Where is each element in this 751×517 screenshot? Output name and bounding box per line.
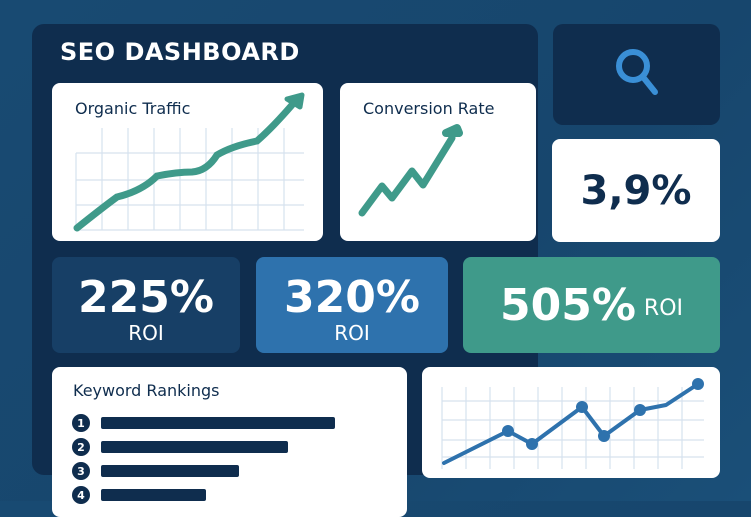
organic-traffic-card: Organic Traffic — [52, 83, 323, 241]
keyword-row: 3 — [72, 459, 372, 483]
arrow-head-icon — [284, 92, 305, 110]
keyword-rankings-card: Keyword Rankings 1 2 3 4 — [52, 367, 407, 517]
conversion-rate-chart — [358, 124, 463, 217]
roi-card-2: 320% ROI — [256, 257, 448, 353]
keyword-rankings-title: Keyword Rankings — [73, 381, 220, 400]
organic-traffic-title: Organic Traffic — [75, 99, 191, 118]
roi-card-3: 505% ROI — [463, 257, 720, 353]
page-title: SEO DASHBOARD — [60, 38, 300, 66]
organic-traffic-line — [73, 101, 296, 232]
trend-point — [526, 438, 538, 450]
roi-value: 505% — [499, 279, 636, 331]
roi-value: 225% — [78, 272, 214, 323]
trend-line — [442, 382, 700, 465]
search-icon — [616, 49, 658, 95]
trend-point — [634, 404, 646, 416]
rank-badge: 1 — [72, 414, 90, 432]
rank-badge: 4 — [72, 486, 90, 504]
keyword-row: 1 — [72, 411, 372, 435]
trend-point — [576, 401, 588, 413]
conversion-rate-title: Conversion Rate — [363, 99, 495, 118]
roi-label: ROI — [334, 321, 370, 345]
arrow-head-icon — [442, 124, 463, 137]
trend-point — [692, 378, 704, 390]
rank-bar — [101, 489, 207, 501]
search-button[interactable] — [553, 24, 720, 125]
rank-bar — [101, 441, 289, 453]
rank-bar — [101, 465, 240, 477]
trend-chart — [441, 378, 704, 469]
roi-label: ROI — [643, 295, 684, 321]
roi-label: ROI — [128, 321, 164, 345]
trend-point — [502, 425, 514, 437]
stat-card: 3,9% — [552, 139, 720, 242]
keyword-row: 2 — [72, 435, 372, 459]
organic-traffic-chart — [73, 92, 305, 232]
roi-card-1: 225% ROI — [52, 257, 240, 353]
rank-badge: 3 — [72, 462, 90, 480]
trend-point — [598, 430, 610, 442]
conversion-rate-card: Conversion Rate — [340, 83, 536, 241]
keyword-row: 4 — [72, 483, 372, 507]
conversion-rate-line — [358, 134, 456, 217]
rank-bar — [101, 417, 335, 429]
roi-value: 320% — [284, 272, 420, 323]
stat-value: 3,9% — [580, 167, 692, 214]
rank-badge: 2 — [72, 438, 90, 456]
trend-chart-card — [422, 367, 720, 478]
